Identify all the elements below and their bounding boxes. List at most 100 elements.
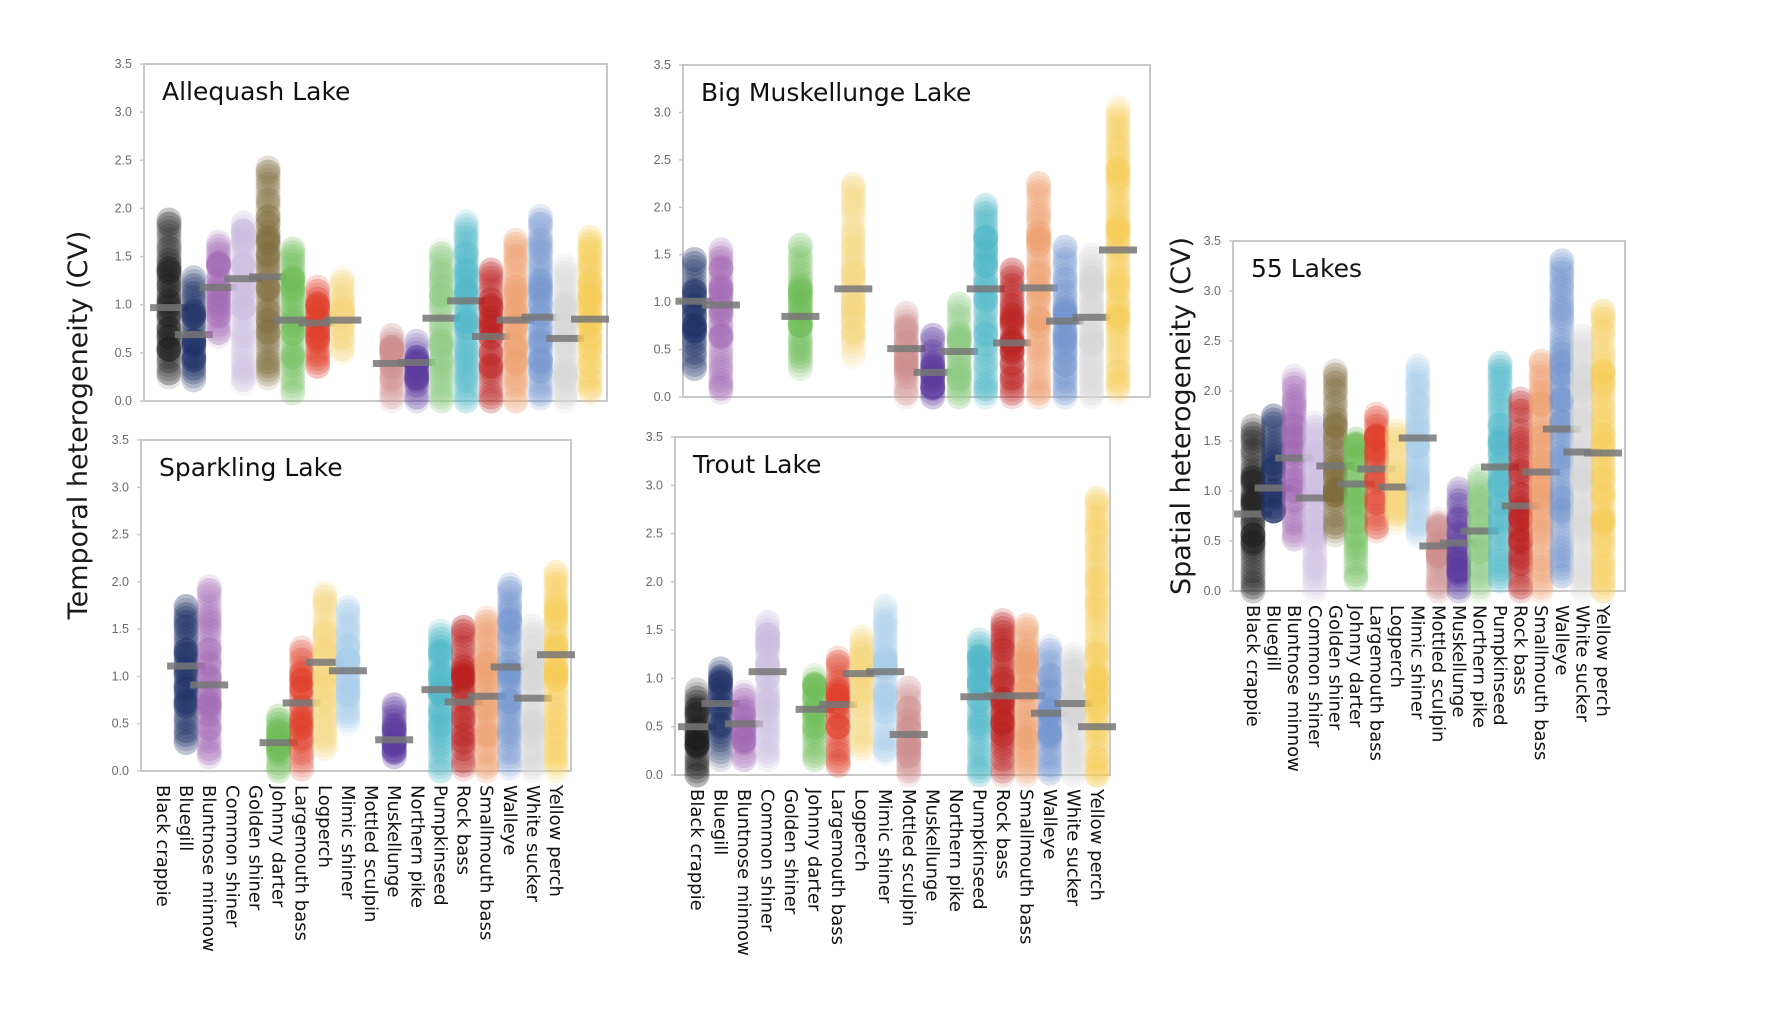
data-point (230, 318, 256, 344)
data-point (428, 260, 454, 286)
data-point (802, 667, 828, 693)
data-point (1105, 103, 1131, 129)
data-point (206, 323, 232, 349)
data-point (1026, 328, 1052, 354)
data-point (255, 187, 281, 213)
data-point (893, 358, 919, 384)
mean-bar (490, 663, 529, 671)
data-point (708, 322, 734, 348)
x-category-label: Mimic shiner (1407, 605, 1428, 720)
data-point (973, 312, 999, 338)
data-point (1105, 335, 1131, 361)
data-point (787, 344, 813, 370)
data-point (451, 699, 477, 725)
data-point (893, 352, 919, 378)
data-point (289, 728, 315, 754)
data-point (1079, 372, 1105, 398)
data-point (427, 662, 453, 688)
mean-bar (496, 316, 535, 324)
data-point (379, 384, 405, 410)
data-point (255, 195, 281, 221)
data-point (181, 277, 207, 303)
data-point (312, 700, 338, 726)
data-point (708, 656, 734, 682)
data-point (966, 644, 992, 670)
y-tick-label: 3.0 (112, 480, 129, 494)
data-point (451, 740, 477, 766)
data-point (1322, 358, 1348, 384)
data-point (527, 277, 553, 303)
species-strip-rock-bass (471, 257, 510, 414)
data-point (497, 600, 523, 626)
data-point (893, 352, 919, 378)
x-category-label: Black crappie (152, 785, 173, 907)
x-category-label: White sucker (522, 785, 543, 903)
data-point (527, 349, 553, 375)
data-point (427, 638, 453, 664)
data-point (474, 693, 500, 719)
mean-bar (190, 681, 229, 689)
data-point (920, 375, 946, 401)
data-point (527, 341, 553, 367)
data-point (206, 303, 232, 329)
data-point (527, 282, 553, 308)
data-point (451, 748, 477, 774)
data-point (920, 335, 946, 361)
data-point (173, 702, 199, 728)
data-point (840, 340, 866, 366)
data-point (1026, 364, 1052, 390)
data-point (552, 361, 578, 387)
data-point (755, 630, 781, 656)
plot-frame (682, 64, 1151, 398)
data-point (527, 292, 553, 318)
data-point (427, 718, 453, 744)
data-point (552, 272, 578, 298)
data-point (196, 637, 222, 663)
data-point (708, 302, 734, 328)
data-point (1079, 285, 1105, 311)
data-point (946, 356, 972, 382)
data-point (453, 352, 479, 378)
mean-bar (1019, 284, 1058, 292)
data-point (543, 598, 569, 624)
data-point (280, 267, 306, 293)
data-point (840, 336, 866, 362)
data-point (849, 682, 875, 708)
data-point (1105, 155, 1131, 181)
data-point (1590, 298, 1616, 324)
mean-bar (701, 301, 740, 309)
data-point (312, 692, 338, 718)
data-point (731, 726, 757, 752)
data-point (681, 267, 707, 293)
data-point (552, 336, 578, 362)
data-point (156, 273, 182, 299)
data-point (497, 671, 523, 697)
data-point (755, 646, 781, 672)
data-point (497, 639, 523, 665)
data-point (893, 312, 919, 338)
data-point (1364, 401, 1390, 427)
x-category-label: Black crappie (686, 789, 707, 911)
data-point (681, 315, 707, 341)
data-point (451, 614, 477, 640)
data-point (973, 204, 999, 230)
data-point (427, 646, 453, 672)
data-point (329, 297, 355, 323)
data-point (503, 360, 529, 386)
data-point (173, 629, 199, 655)
data-point (379, 372, 405, 398)
data-point (230, 363, 256, 389)
data-point (497, 683, 523, 709)
data-point (552, 388, 578, 414)
data-point (1105, 119, 1131, 145)
data-point (206, 245, 232, 271)
data-point (527, 381, 553, 407)
x-category-label: Mimic shiner (874, 789, 895, 904)
y-axis-label-spatial: Spatial heterogeneity (CV) (1166, 237, 1197, 595)
data-point (1052, 319, 1078, 345)
data-point (1105, 227, 1131, 253)
data-point (379, 339, 405, 365)
mean-bar (375, 736, 414, 744)
data-point (708, 257, 734, 283)
data-point (755, 626, 781, 652)
